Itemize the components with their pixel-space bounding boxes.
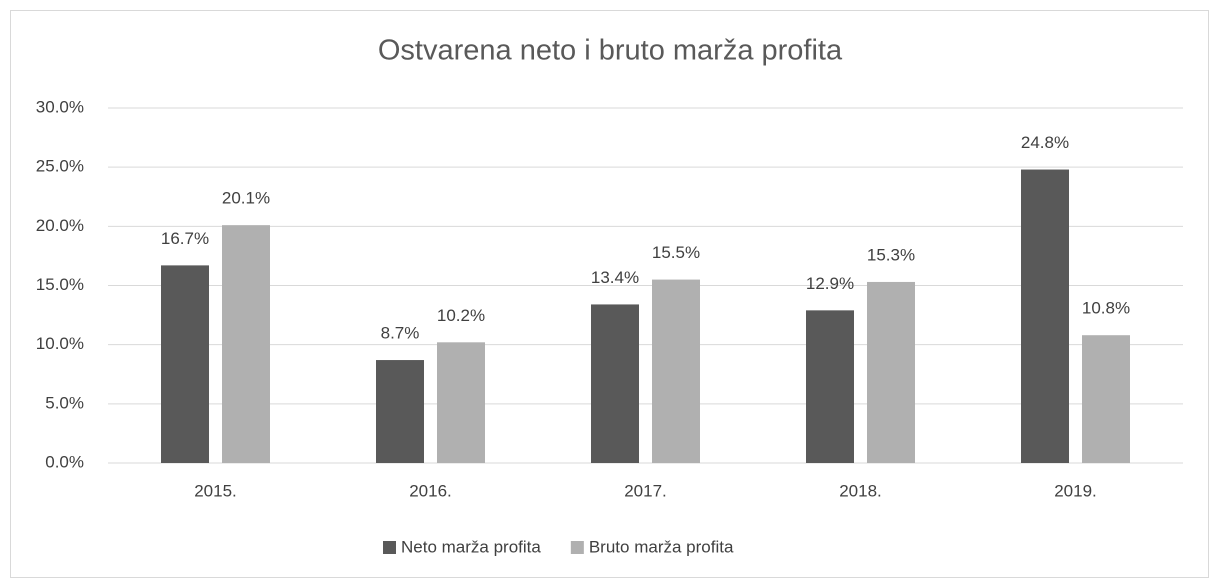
- bar: [1021, 169, 1069, 464]
- chart-title: Ostvarena neto i bruto marža profita: [378, 35, 843, 67]
- bar: [652, 279, 700, 463]
- bar: [591, 304, 639, 463]
- data-label: 10.8%: [1082, 299, 1130, 318]
- x-tick-label: 2015.: [194, 481, 237, 500]
- data-label: 24.8%: [1021, 133, 1069, 152]
- data-label: 15.3%: [867, 245, 915, 264]
- y-tick-label: 10.0%: [36, 334, 84, 353]
- x-tick-label: 2017.: [624, 481, 667, 500]
- x-tick-label: 2016.: [409, 481, 452, 500]
- legend-label: Neto marža profita: [401, 537, 541, 556]
- legend-label: Bruto marža profita: [589, 537, 734, 556]
- bar: [1082, 335, 1130, 463]
- data-label: 16.7%: [161, 229, 209, 248]
- y-tick-label: 25.0%: [36, 157, 84, 176]
- legend-swatch: [383, 541, 396, 554]
- data-label: 20.1%: [222, 189, 270, 208]
- bar: [806, 310, 854, 463]
- data-label: 15.5%: [652, 243, 700, 262]
- x-tick-label: 2018.: [839, 481, 882, 500]
- y-tick-label: 30.0%: [36, 97, 84, 116]
- y-tick-label: 20.0%: [36, 216, 84, 235]
- bar: [437, 342, 485, 463]
- chart-border: [10, 10, 1209, 578]
- data-label: 12.9%: [806, 274, 854, 293]
- data-label: 8.7%: [381, 324, 420, 343]
- data-label: 13.4%: [591, 268, 639, 287]
- bar: [222, 225, 270, 463]
- y-tick-label: 5.0%: [45, 393, 84, 412]
- bar: [867, 281, 915, 463]
- y-tick-label: 0.0%: [45, 452, 84, 471]
- data-label: 10.2%: [437, 306, 485, 325]
- bar: [376, 360, 424, 463]
- legend-swatch: [570, 541, 584, 554]
- bar: [161, 265, 209, 463]
- y-tick-label: 15.0%: [36, 275, 84, 294]
- x-tick-label: 2019.: [1054, 481, 1097, 500]
